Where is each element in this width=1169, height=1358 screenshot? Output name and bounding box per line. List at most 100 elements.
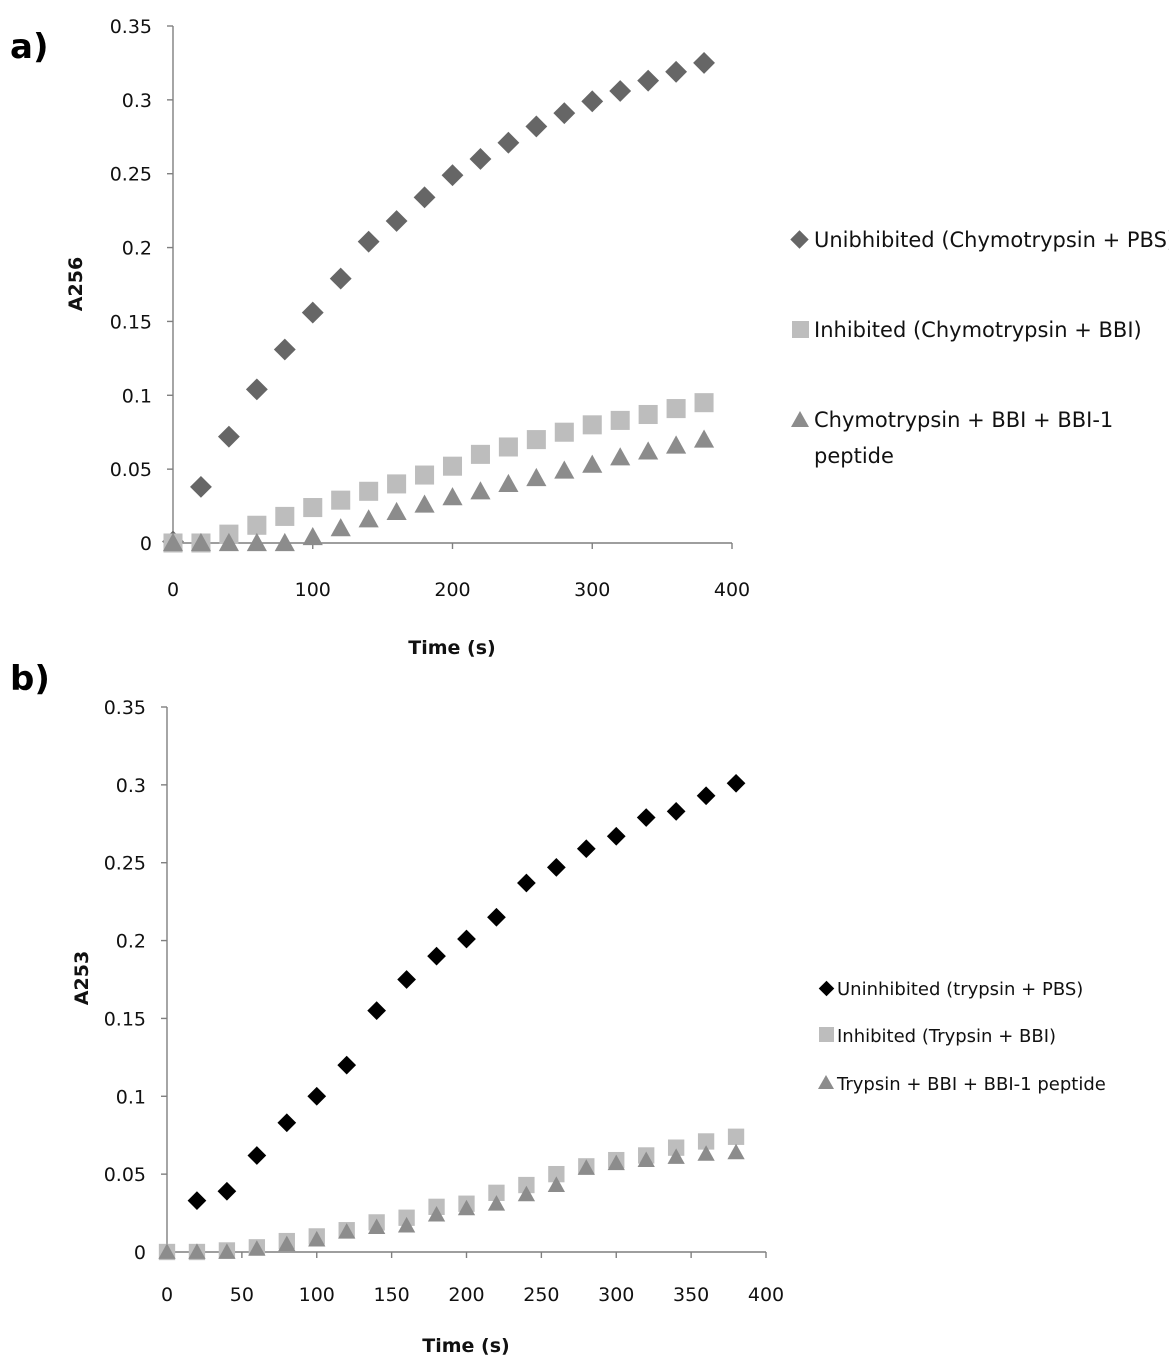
y-tick-label: 0.35	[110, 16, 152, 38]
data-point-square	[331, 490, 351, 510]
data-point-diamond	[247, 1146, 267, 1165]
y-tick-label: 0	[140, 533, 152, 555]
chart-a-legend: Unibhibited (Chymotrypsin + PBS) Inhibit…	[790, 228, 1169, 468]
legend-triangle-marker	[818, 1075, 834, 1089]
data-point-square	[303, 498, 323, 518]
x-tick-label: 0	[161, 1284, 173, 1306]
legend-square-marker	[819, 1027, 834, 1042]
data-point-triangle	[667, 1148, 685, 1164]
data-point-triangle	[526, 467, 547, 487]
data-point-diamond	[301, 301, 324, 324]
chart-b-axes: 0 0.05 0.1 0.15 0.2 0.25 0.3 0.35 0 50 100 150 200 25…	[104, 697, 784, 1306]
chart-a-axes: 0 0.05 0.1 0.15 0.2 0.25 0.3 0.35 0 100 200 300 400	[110, 16, 750, 601]
data-point-diamond	[636, 808, 656, 827]
x-tick-label: 350	[673, 1284, 709, 1306]
series-diamond	[162, 52, 715, 553]
y-tick-label: 0.15	[104, 1008, 146, 1030]
y-tick-label: 0.2	[122, 238, 152, 260]
data-point-diamond	[357, 230, 380, 253]
data-point-triangle	[427, 1205, 446, 1222]
x-tick-label: 250	[523, 1284, 559, 1306]
legend-diamond-marker	[790, 230, 809, 249]
data-point-square	[275, 506, 295, 526]
y-tick-label: 0	[134, 1242, 146, 1264]
data-point-triangle	[582, 454, 603, 473]
chart-a-legend-label-0: Unibhibited (Chymotrypsin + PBS)	[814, 228, 1169, 252]
data-point-triangle	[554, 460, 575, 479]
y-tick-label: 0.35	[104, 697, 146, 719]
chart-a: a) 0 0.05 0.1 0.15 0.2 0.25 0.3 0.35 0 100 200 300 4…	[10, 16, 1169, 659]
chart-b-legend-item-1: Inhibited (Trypsin + BBI)	[819, 1026, 1056, 1047]
x-tick-label: 200	[434, 579, 470, 601]
x-tick-label: 100	[299, 1284, 335, 1306]
data-point-diamond	[427, 946, 446, 966]
y-tick-label: 0.25	[110, 164, 152, 186]
data-point-diamond	[665, 60, 688, 83]
data-point-diamond	[469, 148, 492, 170]
data-point-square	[727, 1128, 745, 1145]
data-point-triangle	[577, 1159, 595, 1175]
data-point-triangle	[330, 518, 351, 537]
series-square	[163, 393, 714, 553]
data-point-triangle	[517, 1185, 536, 1202]
chart-b-legend-label-1: Inhibited (Trypsin + BBI)	[837, 1026, 1056, 1047]
data-point-triangle	[498, 473, 519, 492]
data-point-triangle	[358, 509, 379, 528]
chart-b-legend-item-0: Uninhibited (trypsin + PBS)	[818, 979, 1083, 1000]
chart-a-legend-item-1: Inhibited (Chymotrypsin + BBI)	[792, 318, 1142, 342]
y-tick-label: 0.05	[110, 459, 152, 481]
data-point-square	[694, 393, 714, 413]
panel-label-b: b)	[10, 659, 50, 699]
series-square	[158, 1128, 745, 1261]
data-point-diamond	[441, 164, 464, 187]
data-point-triangle	[638, 441, 659, 460]
data-point-diamond	[413, 186, 436, 209]
data-point-diamond	[187, 1191, 207, 1210]
data-point-triangle	[442, 487, 463, 506]
x-tick-label: 300	[598, 1284, 634, 1306]
data-point-triangle	[338, 1223, 356, 1239]
y-tick-label: 0.1	[122, 385, 152, 407]
data-point-square	[697, 1133, 715, 1150]
chart-b-x-axis-title: Time (s)	[422, 1335, 509, 1357]
chart-a-legend-item-0: Unibhibited (Chymotrypsin + PBS)	[790, 228, 1169, 252]
series-diamond	[187, 773, 746, 1210]
data-point-triangle	[218, 532, 239, 552]
series-triangle	[162, 429, 715, 552]
data-point-square	[247, 515, 267, 535]
data-point-diamond	[277, 1113, 297, 1133]
data-point-triangle	[308, 1230, 326, 1247]
chart-b-y-axis-title: A253	[71, 951, 93, 1005]
x-tick-label: 150	[373, 1284, 409, 1306]
chart-a-legend-item-2: Chymotrypsin + BBI + BBI-1 peptide	[791, 408, 1113, 468]
data-point-diamond	[666, 801, 686, 821]
data-point-diamond	[609, 80, 632, 102]
data-point-diamond	[337, 1055, 357, 1075]
data-point-diamond	[606, 826, 626, 846]
legend-line-1: Chymotrypsin + BBI + BBI-1	[814, 408, 1113, 432]
data-point-triangle	[547, 1176, 565, 1192]
x-tick-label: 400	[748, 1284, 784, 1306]
panel-label-a: a)	[10, 27, 48, 67]
data-point-square	[526, 430, 546, 450]
data-point-square	[498, 437, 518, 457]
data-point-square	[554, 422, 574, 442]
x-tick-label: 200	[448, 1284, 484, 1306]
data-point-square	[638, 404, 658, 425]
data-point-triangle	[693, 429, 715, 448]
data-point-diamond	[637, 69, 660, 92]
data-point-diamond	[693, 52, 715, 74]
series-triangle	[158, 1143, 745, 1259]
data-point-square	[415, 465, 435, 485]
data-point-triangle	[607, 1154, 625, 1171]
y-tick-label: 0.1	[116, 1086, 146, 1108]
data-point-diamond	[190, 475, 212, 498]
data-point-triangle	[386, 501, 407, 521]
chart-b-legend: Uninhibited (trypsin + PBS) Inhibited (T…	[818, 979, 1106, 1095]
data-point-square	[488, 1184, 505, 1201]
data-point-triangle	[727, 1143, 745, 1160]
y-tick-label: 0.25	[104, 853, 146, 875]
legend-triangle-marker	[791, 411, 809, 427]
data-point-triangle	[302, 527, 323, 546]
chart-b-legend-item-2: Trypsin + BBI + BBI-1 peptide	[818, 1074, 1106, 1095]
